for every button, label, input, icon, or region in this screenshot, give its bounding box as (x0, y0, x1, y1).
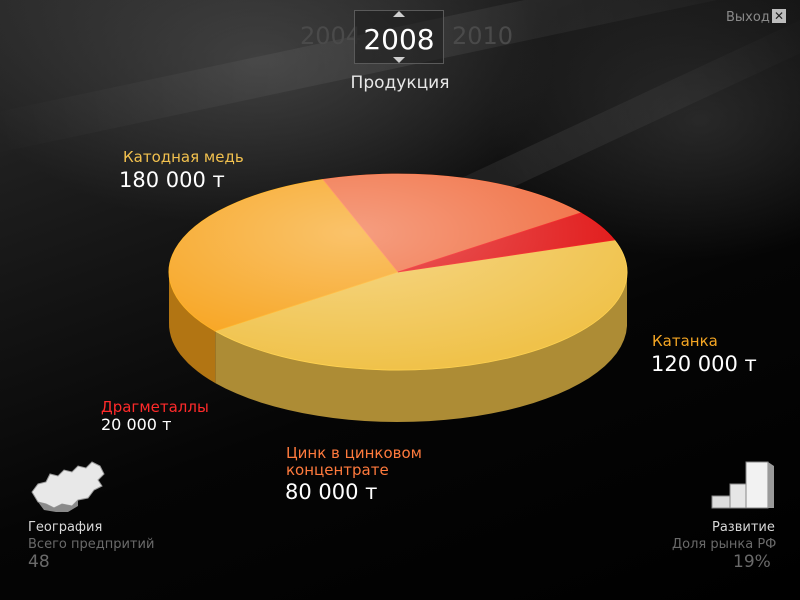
label-katanka-name: Катанка (652, 332, 718, 350)
label-zinc-name-1: Цинк в цинковом (286, 444, 422, 462)
label-cathode-value: 180 000 т (119, 168, 225, 192)
label-zinc-value: 80 000 т (285, 480, 378, 504)
year-selector[interactable]: 2008 (354, 10, 444, 64)
pie-side-1 (169, 270, 216, 384)
label-cathode-name: Катодная медь (123, 148, 244, 166)
section-title: Продукция (350, 73, 450, 93)
chevron-up-icon[interactable] (393, 11, 405, 17)
dev-title[interactable]: Развитие (712, 520, 775, 535)
exit-label[interactable]: Выход (726, 10, 770, 25)
stairs-icon[interactable] (708, 458, 778, 512)
pie-side-0 (215, 274, 628, 422)
label-katanka-value: 120 000 т (651, 352, 757, 376)
close-icon[interactable]: ✕ (772, 9, 786, 23)
chevron-down-icon[interactable] (393, 57, 405, 63)
dev-share: 19% (733, 552, 771, 572)
geo-count: 48 (28, 552, 50, 572)
year-current: 2008 (363, 23, 435, 56)
pie-highlight (169, 174, 627, 370)
year-prev[interactable]: 2004 (300, 22, 362, 50)
label-precious-name: Драгметаллы (101, 398, 209, 416)
russia-map-icon[interactable] (28, 454, 108, 514)
label-zinc-name-2: концентрате (286, 461, 389, 479)
year-next[interactable]: 2010 (452, 22, 514, 50)
label-precious-value: 20 000 т (101, 415, 172, 434)
geo-subtitle: Всего предпритий (28, 537, 155, 552)
geo-title[interactable]: География (28, 520, 103, 535)
dev-subtitle: Доля рынка РФ (672, 537, 777, 552)
